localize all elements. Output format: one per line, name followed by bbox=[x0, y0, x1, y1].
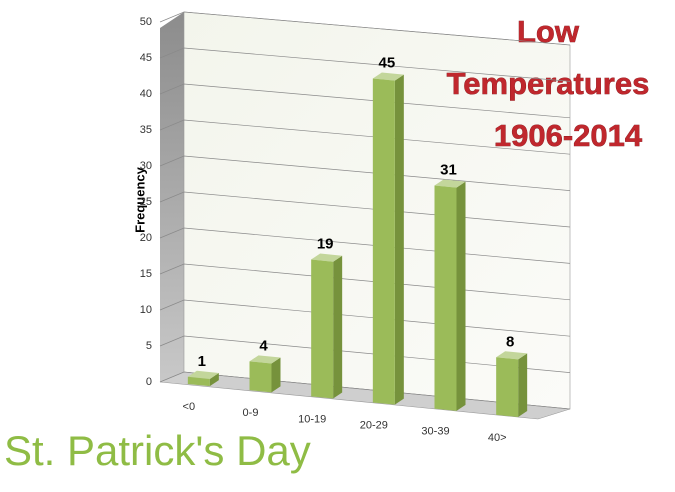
y-tick-label: 45 bbox=[140, 52, 152, 64]
bar-side bbox=[333, 255, 343, 399]
bar bbox=[311, 253, 343, 399]
bar bbox=[496, 351, 528, 418]
y-tick-label: 0 bbox=[146, 376, 152, 388]
y-tick-label: 30 bbox=[140, 160, 152, 172]
y-axis-label: Frequency bbox=[132, 166, 147, 233]
bar-top bbox=[249, 355, 281, 364]
y-tick-label: 50 bbox=[140, 16, 152, 28]
bar-front bbox=[249, 361, 272, 393]
x-tick-label: 10-19 bbox=[298, 413, 326, 425]
y-tick-label: 40 bbox=[140, 88, 152, 100]
title-line: Temperatures bbox=[447, 66, 650, 101]
x-tick-label: <0 bbox=[183, 401, 196, 413]
y-tick-label: 20 bbox=[140, 232, 152, 244]
data-label: 1 bbox=[198, 353, 206, 370]
y-tick-label: 15 bbox=[140, 268, 152, 280]
x-tick-label: 40> bbox=[488, 432, 507, 444]
bar-front bbox=[434, 185, 457, 411]
bar bbox=[249, 355, 281, 393]
grid-line bbox=[159, 47, 571, 82]
bar-side bbox=[394, 74, 404, 405]
grid-line bbox=[159, 119, 571, 155]
bar-front bbox=[187, 376, 210, 387]
bar bbox=[434, 179, 466, 411]
bar-top bbox=[434, 179, 466, 188]
title-line: Low bbox=[517, 14, 580, 49]
grid-line bbox=[159, 83, 571, 119]
bar-front bbox=[496, 357, 519, 418]
bar-side bbox=[271, 357, 281, 393]
bar-top bbox=[187, 370, 219, 379]
data-label: 4 bbox=[259, 337, 268, 354]
data-label: 45 bbox=[378, 55, 395, 72]
y-tick-label: 5 bbox=[146, 340, 152, 352]
bar-top bbox=[496, 351, 528, 360]
subtitle: St. Patrick's Day bbox=[4, 427, 311, 474]
bar-front bbox=[372, 78, 395, 405]
y-tick-label: 10 bbox=[140, 304, 152, 316]
bar bbox=[372, 72, 404, 405]
bar-front bbox=[311, 259, 334, 399]
x-tick-label: 30-39 bbox=[421, 426, 449, 438]
data-label: 8 bbox=[506, 333, 514, 350]
grid-line bbox=[159, 155, 571, 191]
bar-side bbox=[456, 181, 466, 411]
bar-side bbox=[209, 372, 219, 387]
data-label: 31 bbox=[440, 162, 457, 179]
bar-top bbox=[372, 72, 404, 81]
bar bbox=[187, 370, 219, 387]
data-label: 19 bbox=[317, 236, 334, 253]
grid-line bbox=[159, 11, 571, 46]
y-tick-label: 35 bbox=[140, 124, 152, 136]
x-tick-label: 20-29 bbox=[360, 419, 388, 431]
title-line: 1906-2014 bbox=[494, 118, 643, 153]
bar-side bbox=[518, 353, 528, 418]
y-tick-label: 25 bbox=[140, 196, 152, 208]
bar-top bbox=[311, 253, 343, 262]
x-tick-label: 0-9 bbox=[243, 407, 259, 419]
